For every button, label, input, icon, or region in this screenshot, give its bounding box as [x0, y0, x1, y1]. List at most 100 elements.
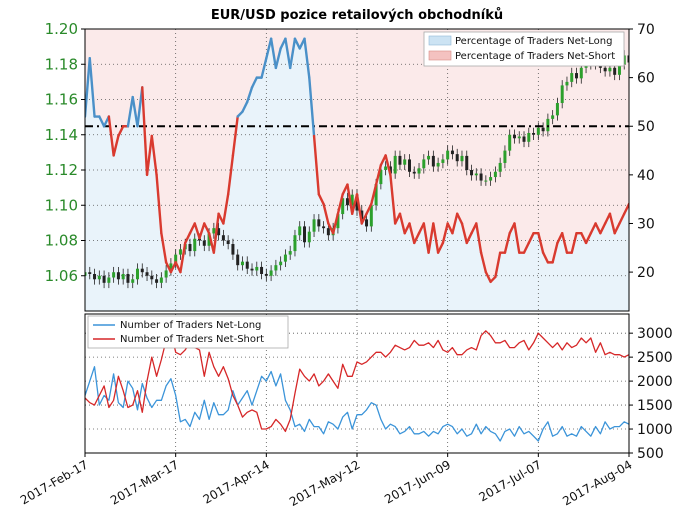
net-long-percentage-segment	[570, 232, 578, 254]
net-long-percentage-segment	[284, 37, 292, 70]
candle-body	[441, 159, 445, 163]
candle-body	[279, 261, 283, 266]
net-long-percentage-segment	[145, 134, 154, 177]
net-long-percentage-segment	[365, 202, 373, 215]
net-long-percentage-segment	[188, 222, 196, 235]
net-long-percentage-segment	[599, 222, 607, 235]
net-long-percentage-segment	[203, 222, 211, 235]
net-long-percentage-segment	[522, 241, 530, 254]
legend-label-count-net-long: Number of Traders Net-Long	[120, 320, 261, 331]
candle-body	[85, 272, 87, 276]
net-long-percentage-segment	[212, 212, 220, 254]
candle-body	[283, 254, 287, 262]
candle-body	[403, 159, 407, 165]
candle-body	[255, 266, 259, 271]
net-long-percentage-segment	[551, 241, 559, 264]
net-long-percentage-segment	[346, 183, 354, 215]
net-long-percentage-segment	[513, 222, 521, 254]
net-long-percentage-segment	[560, 232, 569, 254]
net-long-percentage-segment	[374, 163, 383, 186]
net-long-percentage-segment	[398, 212, 406, 235]
candle-body	[345, 198, 349, 206]
date-tick-label: 2017-Jul-07	[477, 457, 544, 504]
net-long-percentage-segment	[441, 222, 449, 245]
count-tick-label: 1000	[637, 422, 673, 438]
percent-tick-label: 60	[637, 71, 655, 87]
candle-body	[522, 136, 526, 142]
net-long-percentage-segment	[155, 173, 163, 235]
candle-body	[159, 277, 163, 283]
candle-body	[431, 155, 435, 167]
net-long-percentage-segment	[355, 193, 363, 225]
net-long-percentage-segment	[150, 134, 158, 177]
candle-body	[188, 244, 192, 252]
net-long-percentage-segment	[580, 232, 588, 245]
candle-body	[193, 238, 197, 252]
candle-body	[269, 270, 273, 276]
candle-body	[326, 228, 330, 236]
candle-body	[102, 275, 106, 283]
candle-body	[178, 249, 182, 255]
candle-body	[365, 219, 369, 227]
net-long-percentage-segment	[250, 76, 258, 89]
percent-tick-label: 30	[637, 216, 655, 232]
net-long-percentage-segment	[169, 261, 177, 274]
net-long-percentage-segment	[293, 37, 301, 50]
candle-body	[303, 226, 307, 243]
candle-body	[221, 235, 225, 241]
candle-body	[198, 238, 202, 241]
legend-label-count-net-short: Number of Traders Net-Short	[120, 334, 264, 345]
net-long-percentage-segment	[222, 193, 230, 225]
net-long-percentage-segment	[322, 202, 330, 225]
percent-tick-label: 70	[637, 22, 655, 38]
candle-body	[384, 166, 388, 170]
candle-body	[360, 210, 364, 220]
count-tick-label: 3000	[637, 326, 673, 342]
date-tick-label: 2017-May-12	[287, 457, 362, 509]
bottom-panel-gridlines	[84, 314, 630, 453]
net-long-percentage-segment	[241, 100, 249, 113]
candle-body	[627, 55, 629, 63]
candle-body	[336, 214, 340, 229]
net-long-percentage-segment	[623, 202, 629, 215]
net-long-percentage-segment	[475, 222, 483, 254]
net-long-percentage-segment	[484, 270, 492, 284]
net-long-percentage-segment	[288, 37, 297, 70]
net-long-count-line	[85, 366, 629, 442]
net-long-percentage-segment	[269, 37, 278, 70]
candle-body	[212, 228, 216, 234]
price-tick-label: 1.14	[45, 126, 78, 144]
net-long-percentage-segment	[432, 222, 440, 254]
candle-body	[207, 233, 211, 246]
net-short-count-line	[85, 330, 629, 433]
candle-body	[312, 219, 316, 232]
net-long-percentage-segment	[479, 251, 488, 274]
date-axis: 2017-Feb-17 2017-Mar-17 2017-Apr-14 2017-Ma…	[18, 453, 635, 509]
net-long-percentage-segment	[85, 56, 91, 118]
candle-body	[570, 73, 574, 82]
count-tick-label: 2500	[637, 350, 673, 366]
candle-body	[613, 67, 617, 75]
net-long-percentage-segment	[460, 222, 468, 245]
candle-body	[240, 261, 244, 266]
chart-title: EUR/USD pozice retailových obchodníků	[211, 8, 503, 23]
price-tick-label: 1.20	[45, 20, 78, 38]
net-long-percentage-segment	[265, 37, 273, 60]
net-long-percentage-segment	[107, 115, 115, 157]
candle-body	[145, 272, 149, 276]
percent-tick-label: 50	[637, 119, 655, 135]
net-long-percentage-segment	[503, 232, 511, 254]
net-long-percentage-segment	[594, 222, 602, 235]
candle-body	[575, 73, 579, 79]
net-long-percentage-segment	[465, 232, 473, 245]
net-long-percentage-segment	[126, 95, 134, 128]
candle-body	[88, 272, 92, 274]
candle-body	[460, 155, 464, 162]
candle-body	[603, 67, 607, 72]
percentage-axis: 20 30 40 50 60 70	[629, 22, 655, 281]
candle-body	[341, 198, 345, 215]
candle-body	[484, 180, 488, 182]
candle-body	[107, 277, 111, 283]
candle-body	[135, 268, 139, 280]
